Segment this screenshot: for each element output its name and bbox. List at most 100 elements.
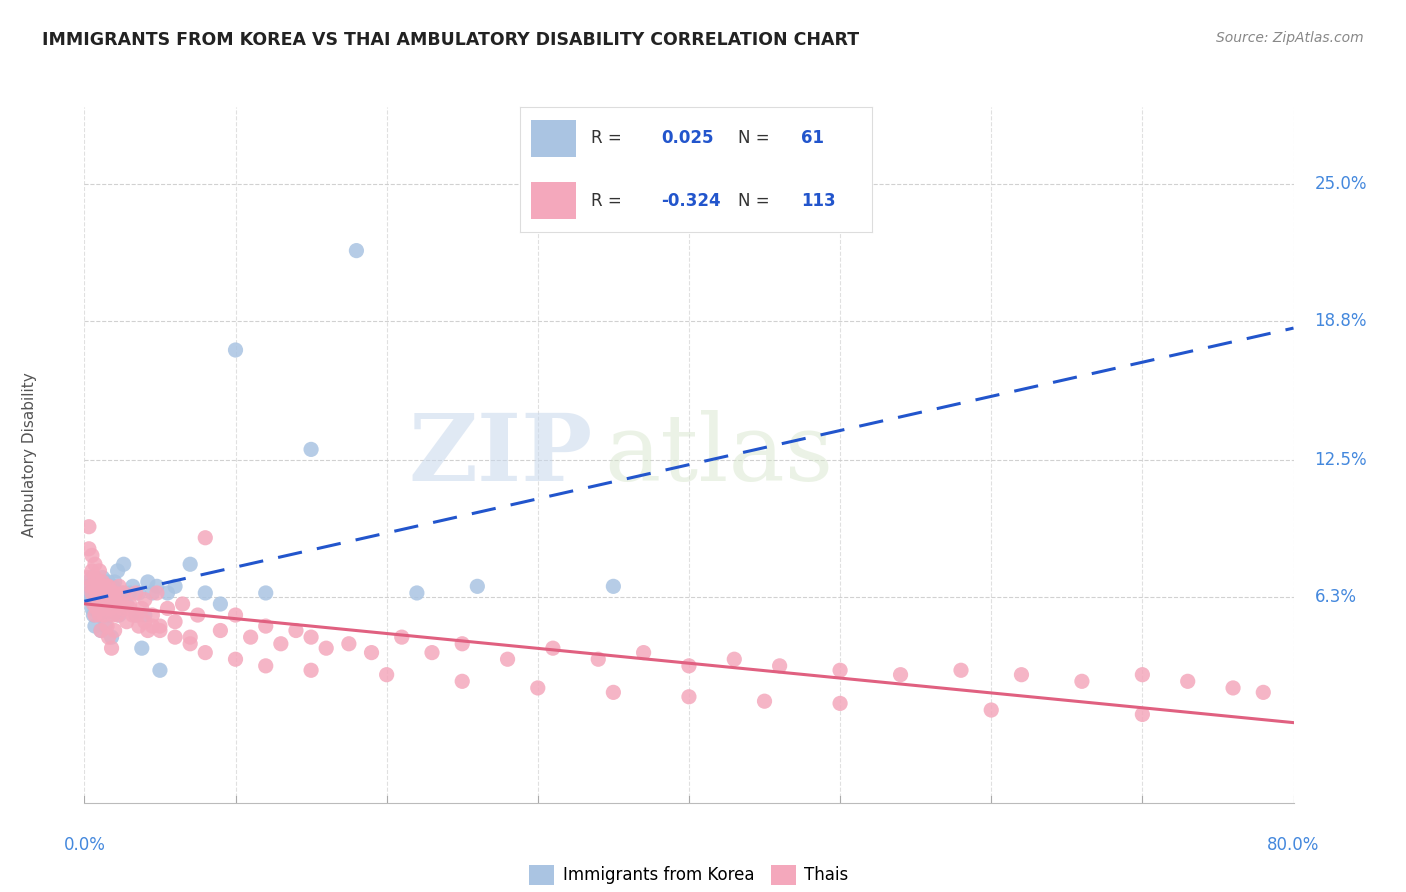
Point: [76, 579, 98, 593]
FancyBboxPatch shape: [531, 120, 576, 157]
Point: [87, 574, 110, 589]
Text: 6.3%: 6.3%: [1315, 589, 1357, 607]
Point: [950, 663, 973, 677]
Point: [79, 592, 101, 607]
Point: [299, 663, 322, 677]
Point: [84, 586, 107, 600]
Point: [108, 579, 131, 593]
Point: [149, 624, 172, 638]
Text: Source: ZipAtlas.com: Source: ZipAtlas.com: [1216, 31, 1364, 45]
Point: [769, 658, 792, 673]
Point: [225, 343, 247, 357]
Text: atlas: atlas: [605, 410, 834, 500]
Point: [98, 597, 121, 611]
Point: [299, 630, 322, 644]
Point: [90, 624, 112, 638]
Text: R =: R =: [591, 129, 627, 147]
Point: [131, 601, 153, 615]
Point: [86, 574, 108, 589]
Point: [108, 608, 131, 623]
Point: [96, 619, 118, 633]
Point: [100, 586, 122, 600]
Point: [76, 570, 98, 584]
Point: [118, 597, 141, 611]
Point: [91, 597, 114, 611]
Point: [115, 597, 138, 611]
Point: [86, 601, 108, 615]
Point: [82, 597, 104, 611]
Point: [678, 690, 700, 704]
Point: [194, 586, 217, 600]
Point: [754, 694, 776, 708]
Point: [360, 646, 382, 660]
Point: [77, 541, 100, 556]
Point: [225, 608, 247, 623]
Point: [107, 608, 129, 623]
Point: [254, 619, 277, 633]
Point: [87, 579, 110, 593]
Point: [104, 592, 127, 607]
Point: [406, 586, 429, 600]
Text: 25.0%: 25.0%: [1315, 176, 1367, 194]
Point: [107, 564, 129, 578]
Point: [97, 574, 120, 589]
Point: [96, 579, 118, 593]
Point: [830, 663, 852, 677]
Point: [1130, 667, 1153, 681]
Point: [111, 601, 134, 615]
Point: [91, 570, 114, 584]
Point: [125, 608, 148, 623]
Point: [97, 608, 120, 623]
Point: [146, 579, 169, 593]
Text: 18.8%: 18.8%: [1315, 312, 1367, 330]
Point: [163, 630, 186, 644]
Point: [239, 630, 262, 644]
Point: [254, 586, 277, 600]
Point: [172, 597, 194, 611]
Point: [146, 586, 169, 600]
Point: [84, 608, 107, 623]
Point: [134, 592, 156, 607]
Point: [391, 630, 413, 644]
FancyBboxPatch shape: [531, 182, 576, 219]
Point: [1251, 685, 1274, 699]
Point: [1177, 674, 1199, 689]
Point: [209, 624, 232, 638]
Point: [127, 608, 149, 623]
Point: [80, 586, 103, 600]
Text: R =: R =: [591, 192, 627, 210]
Point: [96, 579, 118, 593]
Point: [187, 608, 209, 623]
Point: [98, 601, 121, 615]
Point: [96, 597, 118, 611]
Text: Ambulatory Disability: Ambulatory Disability: [22, 373, 38, 537]
Point: [141, 586, 163, 600]
Point: [87, 592, 110, 607]
Point: [156, 586, 179, 600]
Legend: Immigrants from Korea, Thais: Immigrants from Korea, Thais: [530, 864, 848, 885]
Text: 0.025: 0.025: [661, 129, 713, 147]
Point: [179, 637, 201, 651]
Point: [136, 574, 159, 589]
Point: [541, 641, 564, 656]
Text: 80.0%: 80.0%: [1267, 836, 1320, 854]
Point: [105, 597, 128, 611]
Point: [97, 579, 120, 593]
Point: [91, 601, 114, 615]
Point: [112, 558, 135, 572]
Point: [194, 531, 217, 545]
Text: 61: 61: [801, 129, 824, 147]
Point: [678, 658, 700, 673]
Point: [89, 592, 111, 607]
Point: [111, 597, 134, 611]
Point: [86, 586, 108, 600]
Point: [1130, 707, 1153, 722]
Point: [467, 579, 489, 593]
Point: [91, 592, 114, 607]
Text: N =: N =: [738, 129, 775, 147]
Point: [134, 608, 156, 623]
Point: [141, 608, 163, 623]
Point: [723, 652, 745, 666]
Point: [100, 586, 122, 600]
Point: [633, 646, 655, 660]
